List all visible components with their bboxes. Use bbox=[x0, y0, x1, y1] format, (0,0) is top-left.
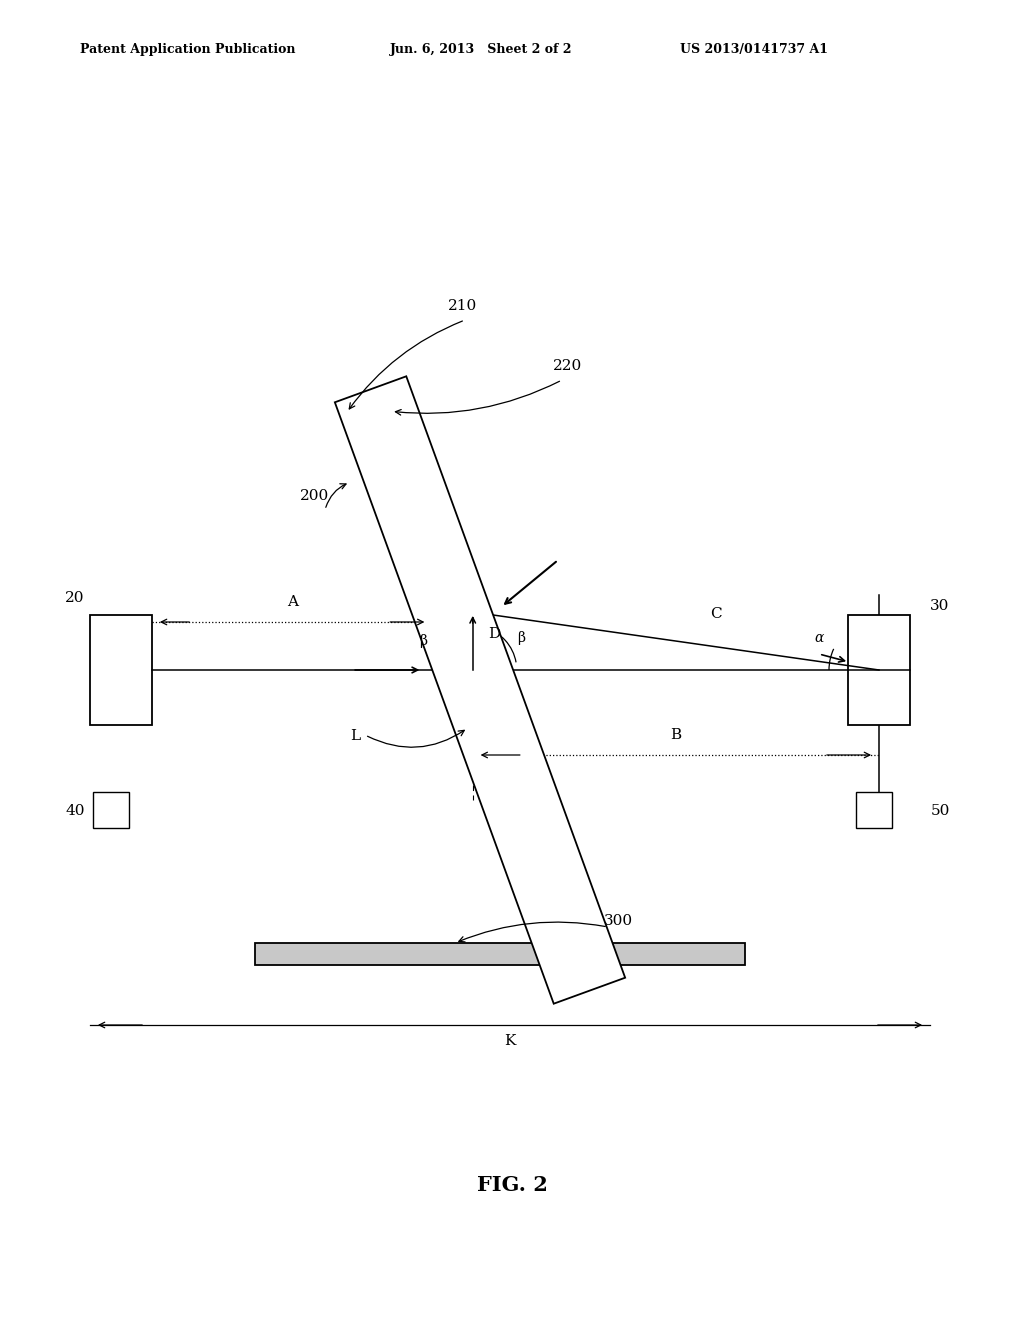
Bar bbox=[856, 792, 892, 828]
Text: B: B bbox=[671, 729, 681, 742]
Text: L: L bbox=[350, 729, 360, 743]
Bar bbox=[90, 615, 152, 725]
Text: 200: 200 bbox=[300, 488, 330, 503]
Text: D: D bbox=[487, 627, 500, 642]
Text: FIG. 2: FIG. 2 bbox=[476, 1175, 548, 1195]
Text: α: α bbox=[814, 631, 823, 645]
Text: US 2013/0141737 A1: US 2013/0141737 A1 bbox=[680, 44, 828, 57]
Text: 210: 210 bbox=[449, 300, 477, 313]
Text: Patent Application Publication: Patent Application Publication bbox=[80, 44, 296, 57]
Text: β: β bbox=[419, 634, 427, 648]
Bar bbox=[848, 615, 910, 725]
Text: Jun. 6, 2013   Sheet 2 of 2: Jun. 6, 2013 Sheet 2 of 2 bbox=[390, 44, 572, 57]
Polygon shape bbox=[335, 376, 626, 1003]
Text: 50: 50 bbox=[931, 804, 949, 818]
Bar bbox=[93, 792, 129, 828]
Text: β: β bbox=[517, 631, 524, 645]
Text: A: A bbox=[287, 595, 298, 609]
Text: C: C bbox=[711, 606, 722, 620]
Text: 30: 30 bbox=[931, 599, 949, 612]
Text: 300: 300 bbox=[603, 913, 633, 928]
Text: 20: 20 bbox=[66, 591, 85, 605]
Text: 40: 40 bbox=[66, 804, 85, 818]
Text: 220: 220 bbox=[553, 359, 583, 374]
Text: K: K bbox=[504, 1034, 516, 1048]
Bar bbox=[255, 942, 745, 965]
